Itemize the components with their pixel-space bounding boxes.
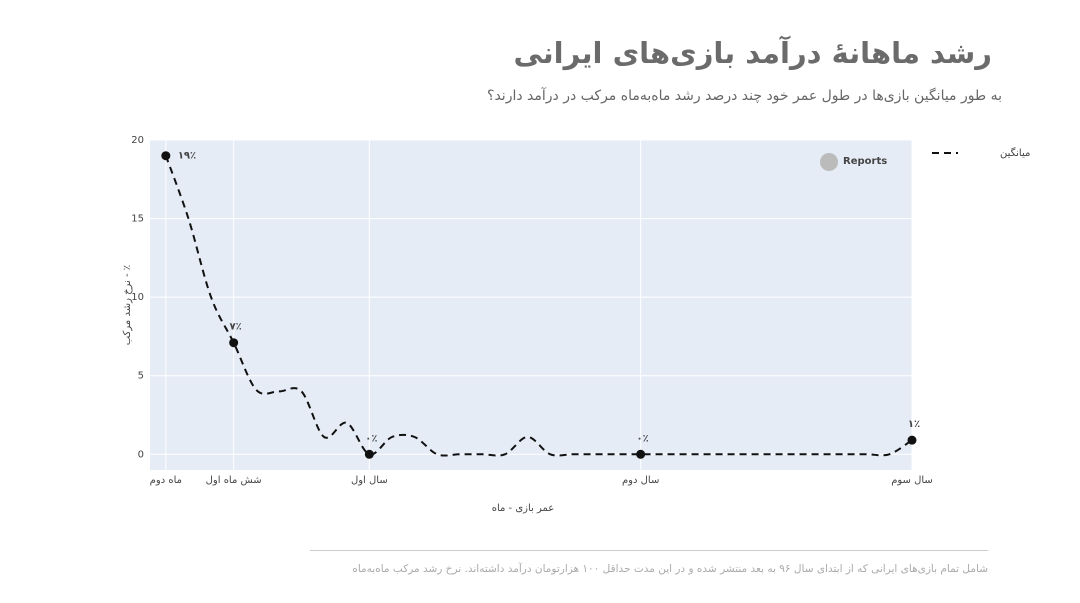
line (164, 155, 913, 457)
y-tick-label: 5 (138, 371, 144, 382)
footnote-rule (310, 550, 988, 551)
x-tick-label: سال دوم (622, 475, 659, 486)
point (364, 449, 374, 459)
y-tick-label: 15 (131, 214, 144, 225)
x-tick-label: ماه دوم (150, 475, 182, 486)
chart-title: رشد ماهانهٔ درآمد بازی‌های ایرانی (513, 36, 992, 70)
data-label: ۰٪ (365, 433, 377, 444)
chart-subtitle: به طور میانگین بازی‌ها در طول عمر خود چن… (487, 88, 1002, 104)
y-tick-label: 20 (131, 135, 144, 146)
watermark-icon (820, 153, 838, 171)
x-tick-label: سال اول (351, 475, 388, 486)
watermark-text: Reports (843, 156, 887, 167)
data-label: ۱۹٪ (178, 151, 196, 162)
data-label: ۷٪ (230, 322, 242, 333)
point (907, 435, 917, 445)
data-label: ۱٪ (908, 419, 920, 430)
footnote: شامل تمام بازی‌های ایرانی که از ابتدای س… (352, 563, 988, 575)
y-axis-label: ٪ - نرخ رشد مرکب (122, 265, 133, 345)
plot-area (150, 140, 912, 470)
y-tick-label: 10 (131, 292, 144, 303)
x-axis-label: عمر بازی - ماه (492, 503, 555, 514)
point (229, 338, 239, 348)
x-tick-label: سال سوم (891, 475, 933, 486)
legend-label: میانگین (1000, 147, 1030, 159)
data-label: ۰٪ (637, 433, 649, 444)
point (161, 151, 171, 161)
point (636, 449, 646, 459)
y-tick-label: 0 (138, 449, 144, 460)
x-tick-label: شش ماه اول (206, 475, 262, 486)
watermark: Reports (820, 153, 887, 171)
